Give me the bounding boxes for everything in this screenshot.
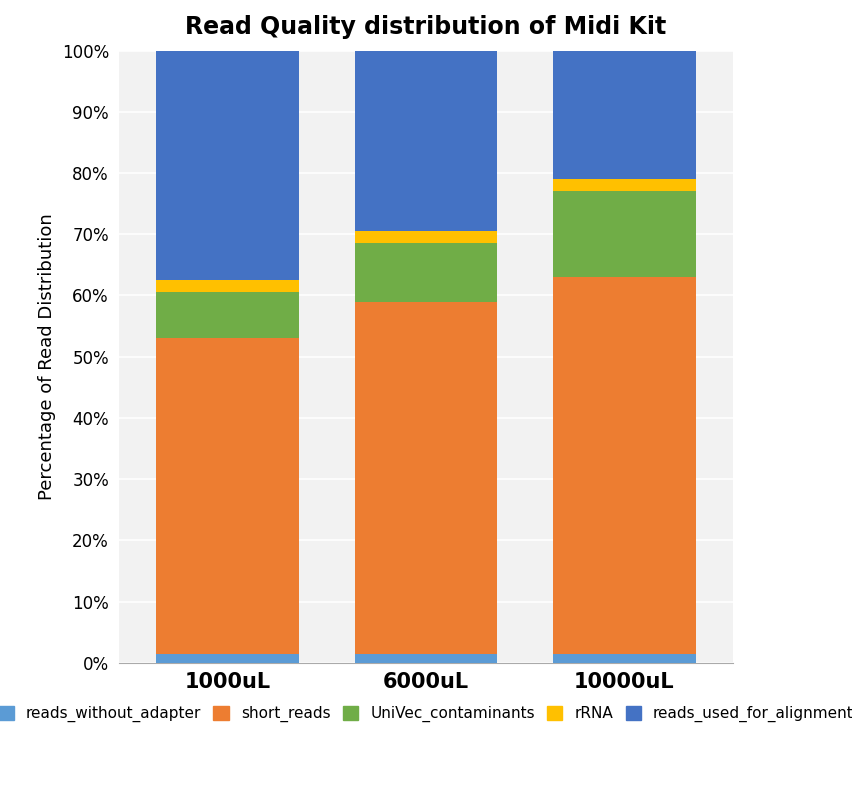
Title: Read Quality distribution of Midi Kit: Read Quality distribution of Midi Kit [186, 15, 666, 39]
Bar [157, 50, 299, 280]
Bar [354, 654, 498, 662]
Bar [157, 280, 299, 293]
Bar [553, 179, 695, 191]
Y-axis label: Percentage of Read Distribution: Percentage of Read Distribution [38, 214, 56, 500]
Bar [157, 338, 299, 654]
Bar [157, 293, 299, 338]
Legend: reads_without_adapter, short_reads, UniVec_contaminants, rRNA, reads_used_for_al: reads_without_adapter, short_reads, UniV… [0, 700, 852, 729]
Bar [157, 654, 299, 662]
Bar [553, 50, 695, 179]
Bar [354, 302, 498, 654]
Bar [354, 231, 498, 243]
Bar [553, 191, 695, 277]
Bar [354, 50, 498, 231]
Bar [553, 654, 695, 662]
Bar [354, 243, 498, 302]
Bar [553, 277, 695, 654]
